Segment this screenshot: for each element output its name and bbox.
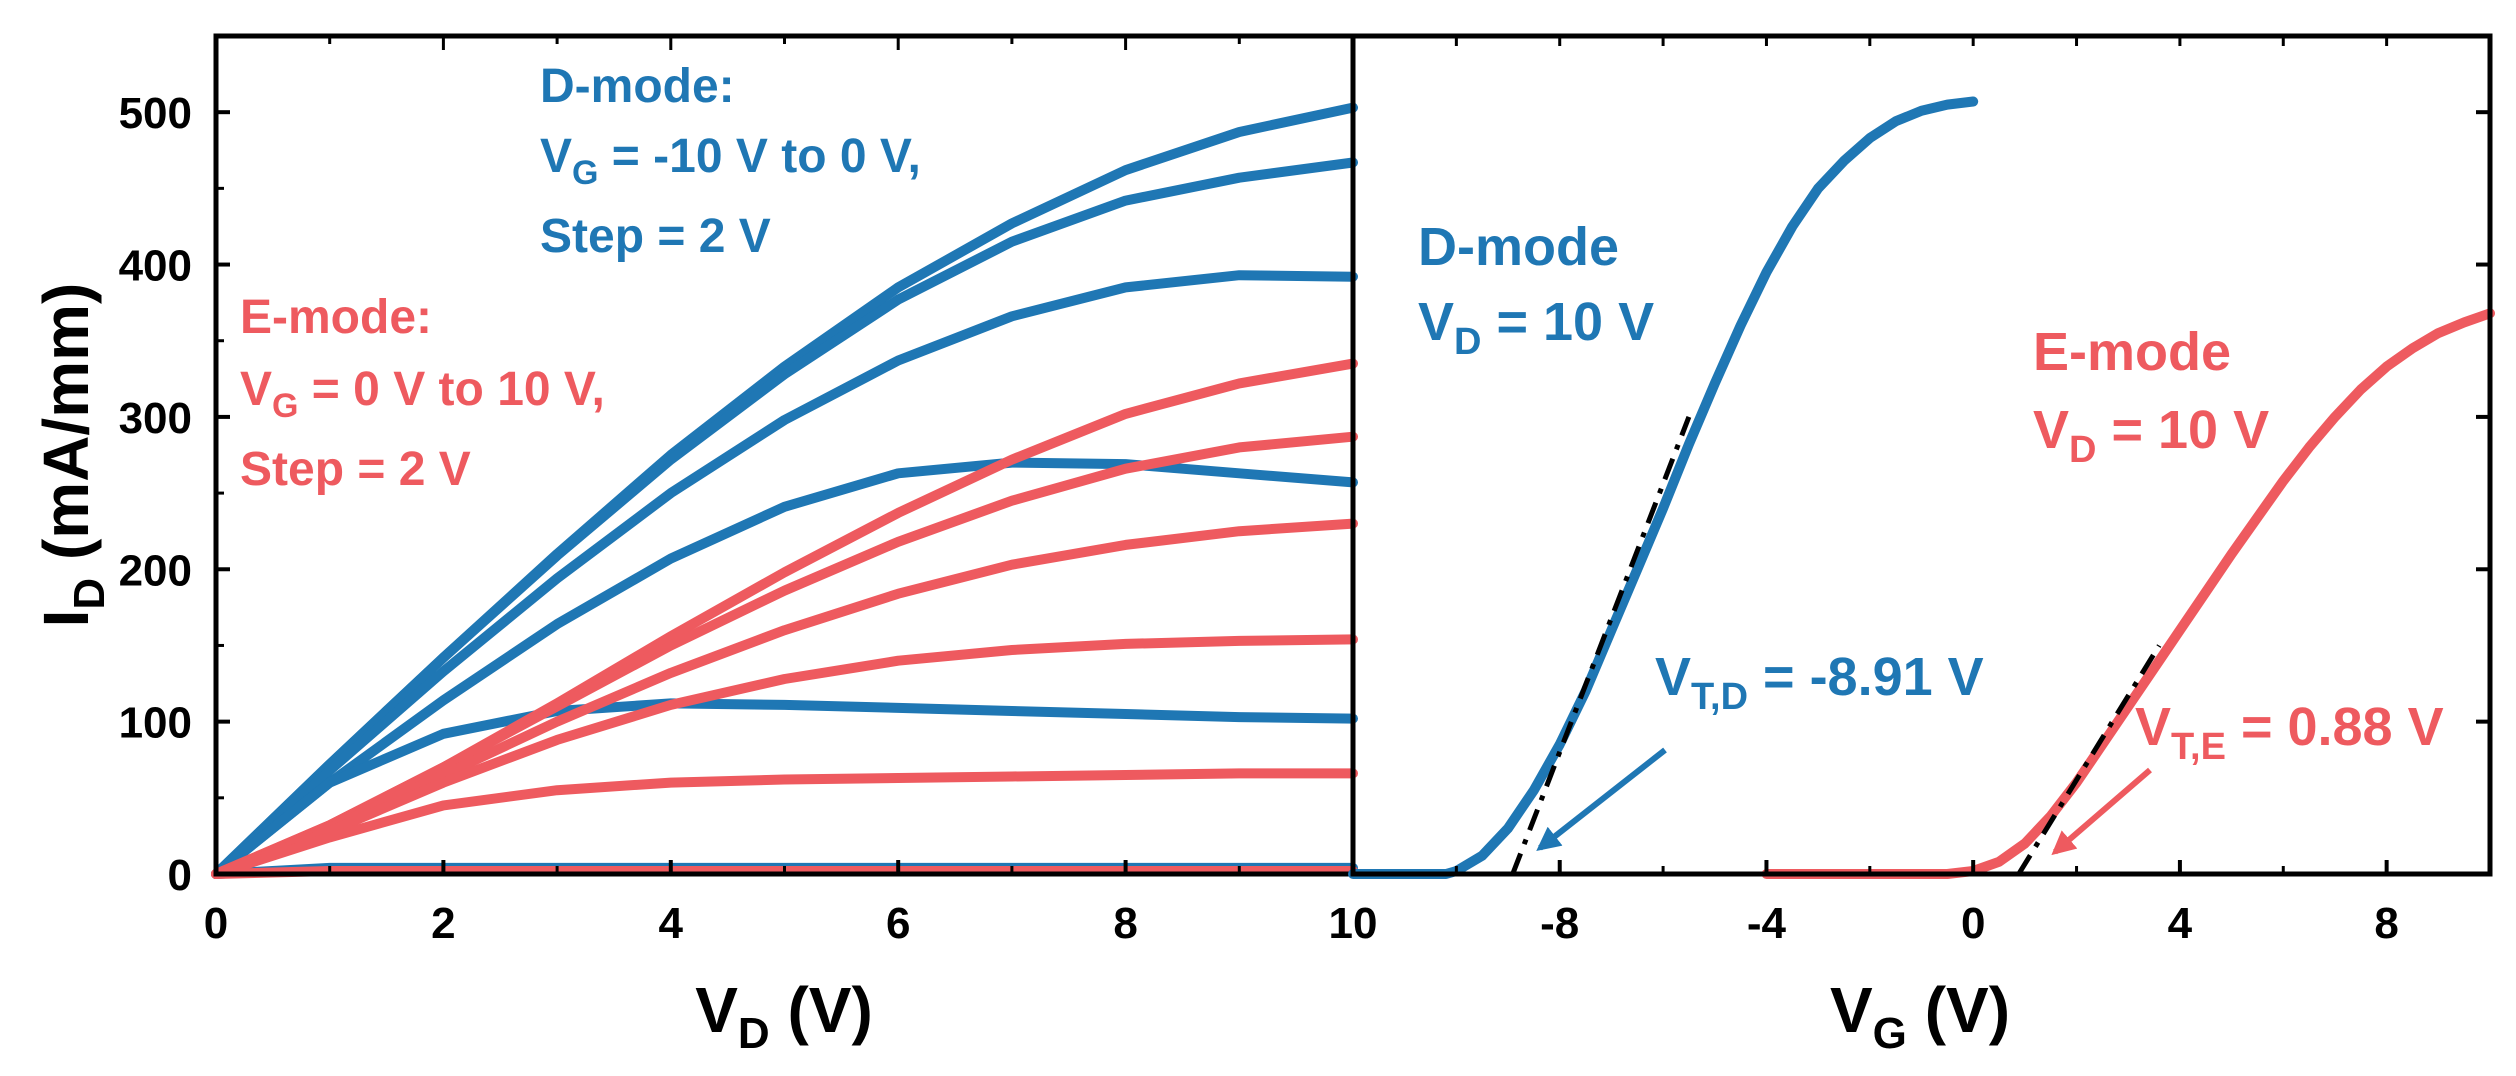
right-x-tick-label: 8 xyxy=(2374,899,2398,948)
right-x-axis-label-main: V xyxy=(1830,974,1873,1046)
right-x-axis-label: VG (V) xyxy=(1830,974,2010,1058)
d-mode-output-vg-rest: = -10 V to 0 V, xyxy=(598,130,920,183)
y-tick-label: 0 xyxy=(168,851,192,900)
d-mode-fit-line xyxy=(1510,416,1692,875)
d-mode-transfer-annotation: D-mode VD = 10 V VT,D = -8.91 V xyxy=(1418,217,1984,718)
d-mode-threshold-arrow xyxy=(1536,747,1667,851)
output-curve-d-mode-1 xyxy=(211,157,1358,879)
left-x-tick-label: 0 xyxy=(204,899,228,948)
output-curve-e-mode-9 xyxy=(211,634,1358,879)
d-mode-output-vg-range: VG = -10 V to 0 V, xyxy=(540,130,921,192)
left-x-tick-label: 6 xyxy=(886,899,910,948)
e-mode-threshold-label: VT,E = 0.88 V xyxy=(2135,697,2444,768)
d-mode-output-title: D-mode: xyxy=(540,60,735,113)
d-mode-threshold-main: V xyxy=(1655,647,1691,707)
left-x-axis-label-unit: (V) xyxy=(770,974,873,1046)
left-x-tick-label: 10 xyxy=(1329,899,1378,948)
d-mode-output-step: Step = 2 V xyxy=(540,210,771,263)
left-x-tick-label: 8 xyxy=(1113,899,1137,948)
y-tick-label: 100 xyxy=(119,699,192,748)
e-mode-output-annotation: E-mode: VG = 0 V to 10 V, Step = 2 V xyxy=(240,291,605,496)
y-tick-label: 300 xyxy=(119,394,192,443)
e-mode-threshold-rest: = 0.88 V xyxy=(2226,697,2444,757)
left-x-axis-label-sub: D xyxy=(738,1009,770,1058)
transfer-characteristics-panel: -8 -4 0 4 8 VG (V) D-mode VD = 10 V VT,D = -… xyxy=(1348,33,2495,1058)
d-mode-threshold-label: VT,D = -8.91 V xyxy=(1655,647,1984,718)
y-axis-label-sub: D xyxy=(65,578,114,610)
right-x-tick-label: -4 xyxy=(1747,899,1787,948)
right-x-axis-label-unit: (V) xyxy=(1907,974,2010,1046)
y-tick-label: 500 xyxy=(119,89,192,138)
y-axis-label: ID (mA/mm) xyxy=(30,283,114,628)
e-mode-output-step: Step = 2 V xyxy=(240,443,471,496)
d-mode-output-annotation: D-mode: VG = -10 V to 0 V, Step = 2 V xyxy=(540,60,921,263)
output-curve-d-mode-3 xyxy=(211,457,1358,879)
e-mode-output-vg-sub: G xyxy=(272,387,298,425)
d-mode-threshold-sub: T,D xyxy=(1691,676,1748,718)
d-mode-threshold-rest: = -8.91 V xyxy=(1748,647,1984,707)
output-curve-e-mode-10 xyxy=(211,768,1358,879)
e-mode-output-vg-range: VG = 0 V to 10 V, xyxy=(240,363,605,425)
y-axis-label-main: I xyxy=(30,610,102,628)
e-mode-output-vg-main: V xyxy=(240,363,272,416)
linear-fit-lines xyxy=(1510,416,2162,876)
e-mode-output-title: E-mode: xyxy=(240,291,432,344)
y-tick-label: 400 xyxy=(119,242,192,291)
e-mode-threshold-sub: T,E xyxy=(2171,726,2226,768)
y-axis-label-unit: (mA/mm) xyxy=(30,283,102,578)
right-x-tick-label: 4 xyxy=(2168,899,2193,948)
left-x-axis-label-main: V xyxy=(695,974,738,1046)
left-x-axis-label: VD (V) xyxy=(695,974,873,1058)
left-x-tick-label: 2 xyxy=(431,899,455,948)
d-mode-transfer-vd-rest: = 10 V xyxy=(1481,292,1654,352)
e-mode-transfer-vd-sub: D xyxy=(2069,429,2096,471)
output-curve-d-mode-4 xyxy=(211,698,1358,879)
right-x-tick-label: -8 xyxy=(1540,899,1579,948)
d-mode-output-vg-sub: G xyxy=(572,154,598,192)
e-mode-transfer-vd-rest: = 10 V xyxy=(2096,400,2269,460)
right-x-tick-label: 0 xyxy=(1961,899,1985,948)
right-x-axis-label-sub: G xyxy=(1873,1009,1907,1058)
output-curve-d-mode-2 xyxy=(211,270,1358,879)
output-curve-e-mode-7 xyxy=(211,431,1358,879)
d-mode-transfer-vd-sub: D xyxy=(1454,321,1481,363)
e-mode-transfer-annotation: E-mode VD = 10 V VT,E = 0.88 V xyxy=(2033,322,2444,768)
e-mode-transfer-vd: VD = 10 V xyxy=(2033,400,2269,471)
e-mode-transfer-vd-main: V xyxy=(2033,400,2069,460)
e-mode-fit-line xyxy=(2016,644,2162,876)
right-plot-frame xyxy=(1350,33,2493,877)
e-mode-transfer-title: E-mode xyxy=(2033,322,2231,382)
d-mode-transfer-vd: VD = 10 V xyxy=(1418,292,1654,363)
d-mode-output-vg-main: V xyxy=(540,130,572,183)
e-mode-threshold-main: V xyxy=(2135,697,2171,757)
e-mode-output-vg-rest: = 0 V to 10 V, xyxy=(298,363,604,416)
d-mode-transfer-title: D-mode xyxy=(1418,217,1619,277)
e-mode-threshold-arrow xyxy=(2051,767,2152,856)
transfer-curve-d-mode xyxy=(1348,96,1979,879)
d-mode-transfer-vd-main: V xyxy=(1418,292,1454,352)
y-tick-label: 200 xyxy=(119,546,192,595)
left-x-tick-label: 4 xyxy=(659,899,684,948)
output-curve-e-mode-8 xyxy=(211,518,1358,879)
